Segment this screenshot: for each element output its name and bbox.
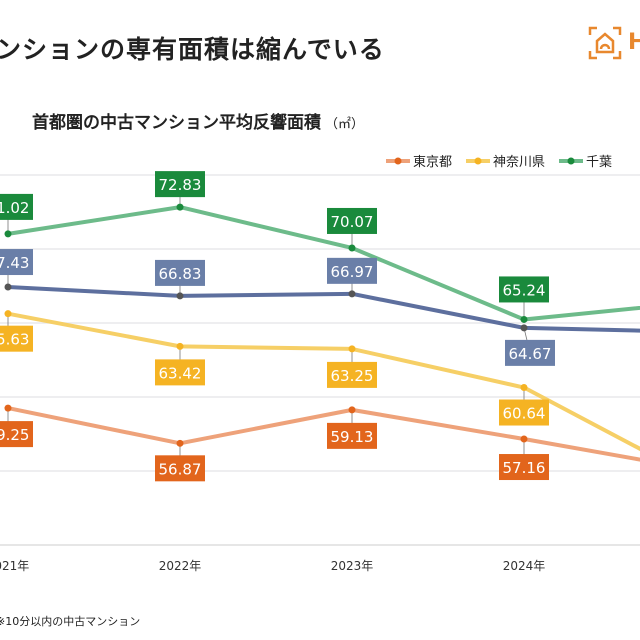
x-tick-label: 2024年 (503, 559, 546, 573)
data-label-box (499, 454, 549, 481)
data-label-box (0, 249, 33, 276)
data-point (348, 345, 356, 353)
chart-unit: （㎡） (325, 117, 365, 132)
data-label-box (0, 193, 33, 220)
data-label-box (327, 257, 377, 284)
data-label-box (505, 339, 555, 366)
page-headline: ンションの専有面積は縮んでいる (0, 35, 385, 64)
data-label-box (499, 399, 549, 426)
data-label-box (327, 361, 377, 388)
chart-title-text: 首都圏の中古マンション平均反響面積 (32, 113, 321, 133)
data-point (520, 315, 528, 323)
series-line (7, 205, 640, 322)
data-label: 63.42 (159, 364, 202, 382)
x-tick-label: 2022年 (159, 559, 202, 573)
data-point (4, 310, 12, 318)
data-label-box (327, 422, 377, 449)
legend-item-chiba: 千葉 (559, 151, 612, 170)
legend-marker-icon (466, 157, 491, 164)
data-label: 60.64 (503, 405, 546, 423)
data-label: 59.13 (331, 428, 374, 446)
data-label: 57.16 (503, 459, 546, 477)
data-point (520, 324, 528, 332)
data-label-box (155, 359, 205, 386)
data-label-box (155, 259, 205, 286)
data-point (520, 384, 528, 392)
data-label: 67.43 (0, 254, 29, 272)
footnote: ※10分以内の中古マンション (0, 615, 141, 628)
data-point (176, 342, 184, 350)
data-label-box (155, 171, 205, 198)
data-point (4, 283, 12, 291)
house-frame-icon (588, 26, 622, 60)
legend-label: 神奈川県 (493, 155, 546, 170)
data-label-box (155, 455, 205, 482)
data-label-box (0, 421, 33, 448)
logo-text: H (628, 30, 640, 55)
legend-marker-icon (386, 157, 410, 164)
data-point (348, 244, 356, 252)
data-label-box (0, 325, 33, 352)
data-label: 66.97 (331, 263, 374, 281)
legend-item-kanagawa: 神奈川県 (466, 151, 545, 170)
logo (588, 26, 622, 64)
data-label-box (327, 207, 377, 234)
data-point (176, 439, 184, 447)
data-label-box (499, 276, 549, 303)
data-label: 65.63 (0, 331, 29, 349)
data-point (520, 435, 528, 443)
legend-label: 東京都 (413, 155, 453, 170)
data-point (348, 290, 356, 298)
data-point (348, 406, 356, 414)
data-point (176, 203, 184, 211)
data-label: 70.07 (331, 213, 374, 231)
data-point (4, 404, 12, 412)
data-point (4, 230, 12, 238)
series-line (7, 311, 640, 452)
data-label: 65.24 (503, 281, 546, 299)
legend-marker-icon (559, 157, 584, 164)
chart-title: 首都圏の中古マンション平均反響面積 （㎡） (32, 108, 364, 133)
legend-item-tokyo: 東京都 (386, 151, 452, 170)
data-label: 71.02 (0, 199, 29, 217)
x-tick-label: 2023年 (331, 559, 374, 573)
legend-label: 千葉 (586, 155, 613, 170)
x-tick-label: 2021年 (0, 559, 29, 573)
legend: 東京都 神奈川県 千葉 (386, 151, 612, 170)
data-label: 63.25 (331, 367, 374, 385)
data-label: 64.67 (509, 345, 552, 363)
data-label: 56.87 (159, 460, 202, 478)
data-point (176, 292, 184, 300)
data-label: 59.25 (0, 426, 29, 444)
data-label: 66.83 (159, 265, 202, 283)
data-label: 72.83 (159, 176, 202, 194)
